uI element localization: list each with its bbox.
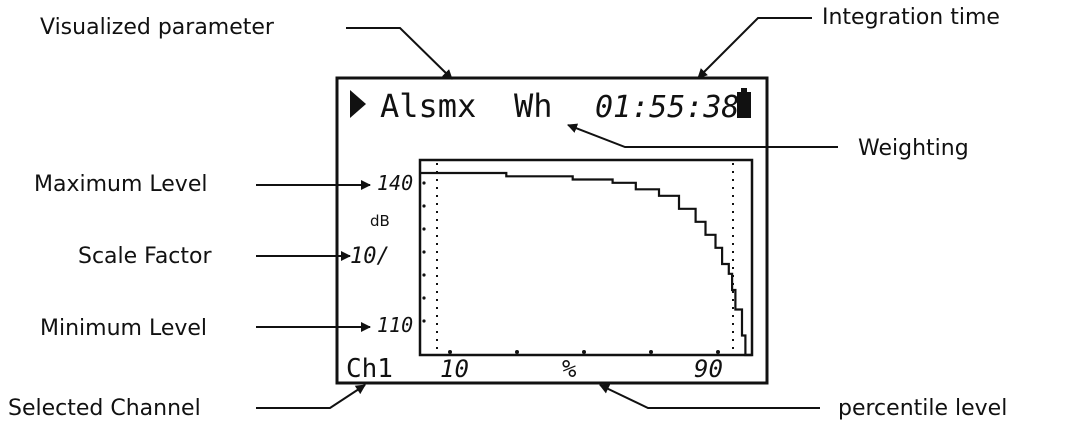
arrow-integration-time — [697, 17, 812, 79]
x-axis-percent-symbol: % — [562, 355, 577, 383]
visualized-parameter-value: Alsmx — [380, 87, 476, 125]
percentile-curve — [420, 171, 752, 357]
x-tick-label-90: 90 — [694, 355, 723, 383]
arrow-selected-channel — [256, 384, 366, 409]
callout-arrows — [256, 17, 838, 409]
chart-plot-area — [418, 158, 754, 357]
callout-maximum-level: Maximum Level — [34, 172, 207, 197]
callout-scale-factor: Scale Factor — [78, 244, 212, 269]
arrow-visualized-parameter — [346, 27, 453, 80]
callout-percentile-level: percentile level — [838, 396, 1007, 421]
lcd-screen — [335, 76, 769, 385]
max-level-value: 140 — [377, 171, 413, 195]
x-tick-label-10: 10 — [440, 355, 469, 383]
arrow-weighting — [567, 123, 838, 148]
callout-integration-time: Integration time — [822, 5, 1000, 30]
scale-factor-value: 10/ — [350, 244, 390, 269]
selected-channel-value: Ch1 — [346, 354, 393, 384]
callout-visualized-parameter: Visualized parameter — [40, 15, 275, 40]
callout-minimum-level: Minimum Level — [40, 316, 207, 341]
callout-selected-channel: Selected Channel — [8, 396, 201, 421]
unit-label: dB — [370, 212, 390, 230]
battery-icon — [737, 88, 751, 118]
y-axis-ticks — [422, 181, 426, 323]
x-axis-ticks — [448, 350, 720, 354]
weighting-value: Wh — [514, 87, 553, 125]
arrow-percentile-level — [599, 384, 820, 409]
min-level-value: 110 — [377, 313, 413, 337]
play-icon — [350, 90, 366, 118]
callout-weighting: Weighting — [858, 136, 969, 161]
integration-time-value: 01:55:38 — [595, 90, 740, 125]
